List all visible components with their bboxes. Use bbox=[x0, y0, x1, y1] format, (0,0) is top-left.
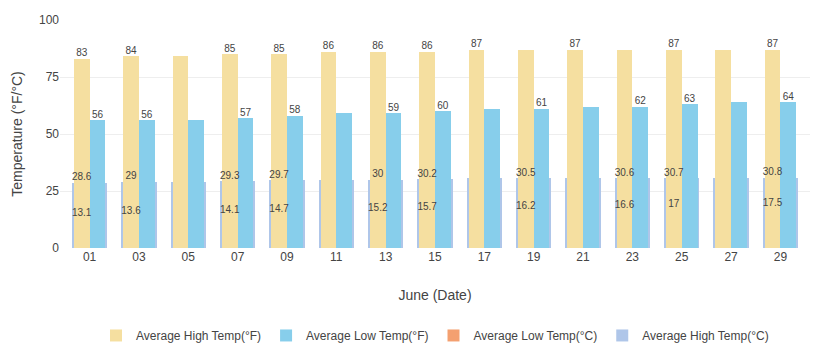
svg-text:60: 60 bbox=[437, 100, 449, 111]
svg-text:29: 29 bbox=[125, 170, 137, 181]
svg-text:56: 56 bbox=[92, 109, 104, 120]
svg-text:61: 61 bbox=[536, 97, 548, 108]
svg-text:Average Low Temp(°F): Average Low Temp(°F) bbox=[306, 329, 428, 343]
svg-text:62: 62 bbox=[635, 95, 647, 106]
svg-text:15.2: 15.2 bbox=[368, 202, 388, 213]
svg-text:57: 57 bbox=[240, 107, 252, 118]
svg-text:29.7: 29.7 bbox=[269, 169, 289, 180]
svg-text:03: 03 bbox=[132, 250, 146, 264]
svg-text:30.8: 30.8 bbox=[763, 166, 783, 177]
svg-text:30: 30 bbox=[372, 168, 384, 179]
svg-text:30.6: 30.6 bbox=[615, 167, 635, 178]
svg-text:14.7: 14.7 bbox=[269, 203, 289, 214]
svg-text:15: 15 bbox=[428, 250, 442, 264]
svg-text:27: 27 bbox=[724, 250, 738, 264]
svg-text:28.6: 28.6 bbox=[72, 171, 92, 182]
svg-text:85: 85 bbox=[274, 43, 286, 54]
svg-text:85: 85 bbox=[224, 43, 236, 54]
svg-text:86: 86 bbox=[323, 40, 335, 51]
svg-text:17.5: 17.5 bbox=[763, 197, 783, 208]
svg-text:30.5: 30.5 bbox=[516, 167, 536, 178]
svg-text:23: 23 bbox=[626, 250, 640, 264]
svg-text:Average High Temp(°C): Average High Temp(°C) bbox=[642, 329, 768, 343]
svg-text:01: 01 bbox=[83, 250, 97, 264]
svg-text:13: 13 bbox=[379, 250, 393, 264]
svg-text:87: 87 bbox=[767, 38, 779, 49]
svg-text:16.2: 16.2 bbox=[516, 200, 536, 211]
svg-text:86: 86 bbox=[422, 40, 434, 51]
svg-text:0: 0 bbox=[52, 241, 59, 255]
svg-text:07: 07 bbox=[231, 250, 245, 264]
svg-text:56: 56 bbox=[141, 109, 153, 120]
svg-text:30.7: 30.7 bbox=[664, 167, 684, 178]
svg-text:64: 64 bbox=[783, 91, 795, 102]
svg-text:50: 50 bbox=[46, 127, 60, 141]
svg-text:June (Date): June (Date) bbox=[398, 287, 471, 303]
svg-text:29.3: 29.3 bbox=[220, 170, 240, 181]
svg-text:25: 25 bbox=[46, 184, 60, 198]
svg-text:75: 75 bbox=[46, 70, 60, 84]
svg-text:05: 05 bbox=[182, 250, 196, 264]
svg-text:21: 21 bbox=[576, 250, 590, 264]
svg-text:Average Low Temp(°C): Average Low Temp(°C) bbox=[474, 329, 598, 343]
svg-text:09: 09 bbox=[280, 250, 294, 264]
svg-text:59: 59 bbox=[388, 102, 400, 113]
svg-text:17: 17 bbox=[668, 198, 680, 209]
svg-text:30.2: 30.2 bbox=[417, 168, 437, 179]
svg-text:19: 19 bbox=[527, 250, 541, 264]
svg-text:100: 100 bbox=[39, 13, 59, 27]
svg-text:83: 83 bbox=[76, 47, 88, 58]
svg-text:Average High Temp(°F): Average High Temp(°F) bbox=[136, 329, 261, 343]
svg-text:63: 63 bbox=[684, 93, 696, 104]
svg-text:13.6: 13.6 bbox=[121, 205, 141, 216]
svg-text:87: 87 bbox=[668, 38, 680, 49]
svg-text:14.1: 14.1 bbox=[220, 204, 240, 215]
svg-text:11: 11 bbox=[330, 250, 343, 264]
svg-text:29: 29 bbox=[774, 250, 788, 264]
svg-text:15.7: 15.7 bbox=[417, 201, 437, 212]
svg-text:58: 58 bbox=[289, 104, 301, 115]
svg-text:Temperature (°F/°C): Temperature (°F/°C) bbox=[9, 71, 25, 197]
svg-text:87: 87 bbox=[471, 38, 483, 49]
svg-text:87: 87 bbox=[570, 38, 582, 49]
svg-text:86: 86 bbox=[372, 40, 384, 51]
svg-text:25: 25 bbox=[675, 250, 689, 264]
svg-text:84: 84 bbox=[125, 45, 137, 56]
svg-text:16.6: 16.6 bbox=[615, 199, 635, 210]
svg-text:17: 17 bbox=[478, 250, 492, 264]
svg-text:13.1: 13.1 bbox=[72, 207, 92, 218]
